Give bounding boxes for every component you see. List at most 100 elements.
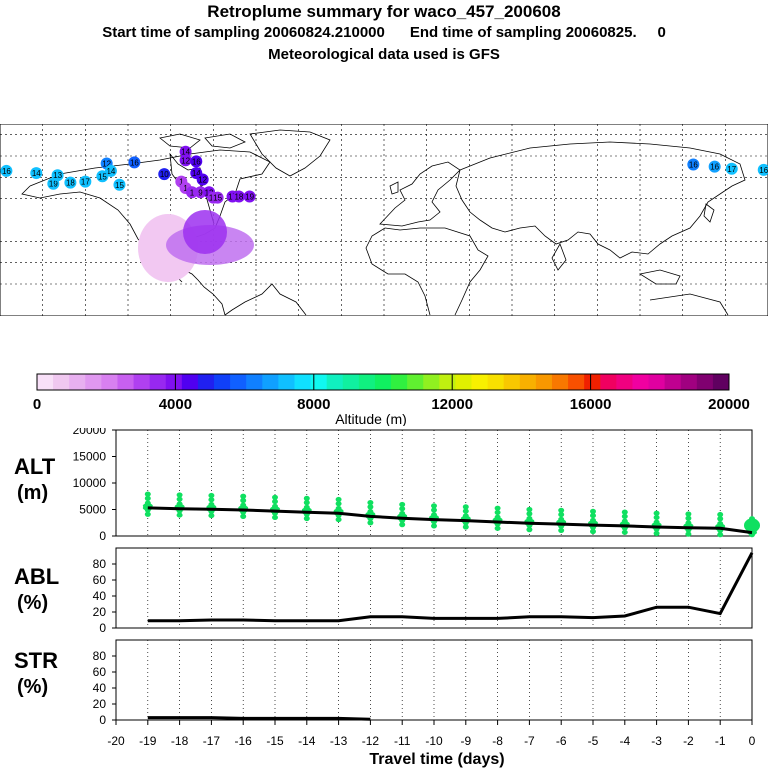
colorbar-cell xyxy=(632,374,650,390)
x-tick-label: -12 xyxy=(362,734,380,748)
alt-particle-marker xyxy=(335,501,342,507)
x-tick-label: -1 xyxy=(715,734,726,748)
abl-panel-label: ABL xyxy=(14,564,60,589)
trajectory-point xyxy=(708,160,721,173)
colorbar-cell xyxy=(246,374,263,390)
colorbar-cell xyxy=(551,374,569,390)
colorbar-cell xyxy=(407,374,424,390)
trajectory-day-label: 15 xyxy=(213,194,222,203)
alt-particle-marker xyxy=(717,516,724,522)
colorbar-cell xyxy=(117,374,135,390)
trajectory-point xyxy=(51,169,64,182)
colorbar-cell xyxy=(133,374,151,390)
trajectory-day-label: 12 xyxy=(205,188,214,197)
alt-particle-marker xyxy=(558,516,565,522)
alt-particle-marker xyxy=(431,503,437,509)
retroplume-map: 1119121615171819101412121614161214151517… xyxy=(0,124,768,316)
trajectory-day-label: 12 xyxy=(198,175,207,184)
trajectory-point xyxy=(725,162,738,175)
colorbar-cell xyxy=(165,374,183,390)
alt-particle-marker xyxy=(494,509,501,516)
trajectory-point xyxy=(158,168,171,181)
alt-particle-marker xyxy=(717,532,724,538)
alt-particle-marker xyxy=(240,513,247,519)
trajectory-day-label: 16 xyxy=(759,166,768,175)
trajectory-point xyxy=(128,156,141,169)
x-tick-label: -6 xyxy=(556,734,567,748)
alt-particle-marker xyxy=(144,495,151,501)
alt-particle-marker xyxy=(431,507,437,513)
alt-particle-marker xyxy=(144,500,151,506)
trajectory-day-label: 12 xyxy=(181,156,190,165)
trajectory-point xyxy=(96,170,109,183)
abl-panel-unit: (%) xyxy=(17,592,49,614)
alt-particle-marker xyxy=(494,505,501,511)
colorbar-cell xyxy=(326,374,344,390)
alt-series-line xyxy=(147,506,753,535)
altitude-colorbar: 0 4000 8000 12000 16000 20000 Altitude (m) xyxy=(33,373,750,426)
alt-particle-marker xyxy=(208,501,215,508)
alt-particle-marker xyxy=(462,524,469,530)
alt-particle-marker xyxy=(335,496,342,503)
trajectory-day-label: 15 xyxy=(98,172,107,181)
trajectory-point xyxy=(179,154,192,167)
colorbar-cell xyxy=(439,374,456,390)
alt-particle-marker xyxy=(621,509,628,515)
alt-particle-marker xyxy=(685,515,692,521)
alt-particle-marker xyxy=(526,527,533,533)
alt-particle-marker xyxy=(303,500,310,506)
alt-particle-marker xyxy=(144,511,151,517)
alt-particle-marker xyxy=(653,519,660,525)
alt-particle-marker xyxy=(399,506,406,512)
alt-particle-marker xyxy=(685,520,692,526)
alt-particle-marker xyxy=(462,513,469,519)
trajectory-point xyxy=(0,164,13,177)
colorbar-cell xyxy=(455,374,473,390)
trajectory-day-label: 16 xyxy=(130,158,139,167)
trajectory-day-label: 13 xyxy=(53,171,62,180)
trajectory-day-label: 12 xyxy=(102,159,111,168)
trajectory-point xyxy=(211,191,224,204)
x-tick-label: -16 xyxy=(235,734,253,748)
alt-particle-marker xyxy=(717,511,724,518)
colorbar-cell xyxy=(648,374,666,390)
x-tick-label: -4 xyxy=(619,734,630,748)
trajectory-day-label: 9 xyxy=(198,188,203,197)
colorbar-cell xyxy=(310,374,328,390)
alt-particle-marker xyxy=(176,492,183,498)
alt-particle-marker xyxy=(653,510,660,516)
trajectory-day-label: 15 xyxy=(115,181,124,190)
alt-particle-marker xyxy=(462,504,469,510)
alt-particle-marker xyxy=(240,502,247,508)
str-ytick-label: 60 xyxy=(93,665,107,679)
trajectory-day-label: 14 xyxy=(32,169,41,178)
colorbar-cell xyxy=(278,374,295,390)
colorbar-cell xyxy=(471,374,489,390)
retroplume-footprint xyxy=(138,210,254,282)
alt-particle-marker xyxy=(399,522,406,528)
trajectory-point xyxy=(687,158,700,171)
alt-particle-marker xyxy=(272,498,278,505)
alt-particle-marker xyxy=(685,531,692,537)
trajectory-point xyxy=(757,163,768,176)
str-panel-unit: (%) xyxy=(17,676,49,698)
alt-particle-marker xyxy=(208,492,215,499)
str-ytick-label: 80 xyxy=(93,649,107,663)
alt-particle-marker xyxy=(431,523,437,529)
trajectory-day-label: 1 xyxy=(179,178,184,187)
alt-panel-label: ALT xyxy=(14,454,56,479)
colorbar-cell xyxy=(294,374,312,390)
alt-particle-marker xyxy=(590,517,596,523)
trajectory-day-label: 1 xyxy=(183,184,188,193)
colorbar-cell xyxy=(487,374,505,390)
colorbar-cell xyxy=(69,374,86,390)
alt-ytick-label: 10000 xyxy=(73,476,107,490)
str-ytick-label: 0 xyxy=(99,713,106,727)
colorbar-cell xyxy=(197,374,215,390)
colorbar-cell xyxy=(391,374,408,390)
trajectory-day-label: 10 xyxy=(160,170,169,179)
chart-title: Retroplume summary for waco_457_200608 xyxy=(207,2,561,21)
alt-particle-marker xyxy=(335,516,342,523)
alt-particle-marker xyxy=(303,504,310,510)
colorbar-cells xyxy=(37,374,730,390)
